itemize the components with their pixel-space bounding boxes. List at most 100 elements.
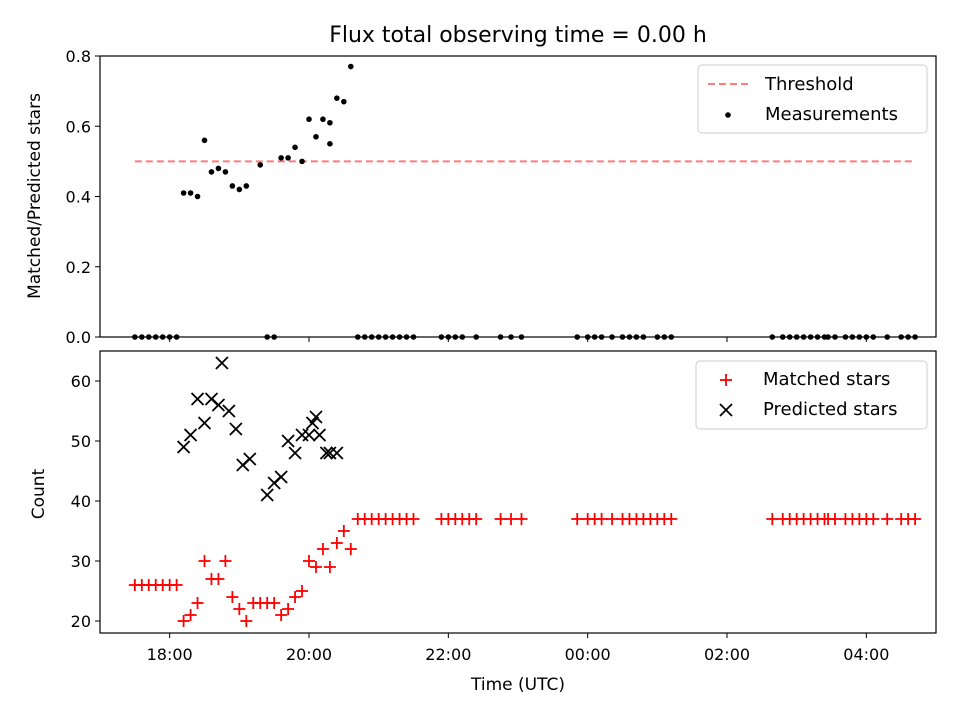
matched-star-point xyxy=(177,615,190,627)
bottom-legend-box xyxy=(695,360,928,430)
measurement-point xyxy=(327,141,333,147)
matched-star-point xyxy=(219,555,232,567)
predicted-star-point xyxy=(211,398,226,412)
x-tick-label: 22:00 xyxy=(425,645,471,664)
matched-star-point xyxy=(198,555,211,567)
matched-star-point xyxy=(316,543,329,555)
measurement-point xyxy=(327,119,333,126)
bottom-panel: 20 30 40 50 60 18:00 20:00 22:00 00:00 02:00 04:00 xyxy=(71,356,922,664)
matched-star-point xyxy=(606,513,619,525)
top-legend: Threshold Measurements xyxy=(697,64,928,134)
matched-star-point xyxy=(344,543,357,555)
measurement-point xyxy=(257,162,264,168)
predicted-star-point xyxy=(260,488,274,502)
matched-star-point xyxy=(881,513,894,525)
bottom-y-axis-label: Count xyxy=(29,468,49,519)
matched-star-point xyxy=(226,591,239,603)
predicted-star-point xyxy=(319,446,334,460)
matched-star-point xyxy=(595,513,608,525)
predicted-star-point xyxy=(197,416,212,430)
matched-star-point xyxy=(275,609,288,621)
x-tick-label: 04:00 xyxy=(843,645,889,664)
matched-star-point xyxy=(515,513,528,525)
top-y-tick-label: 0.0 xyxy=(66,328,91,347)
measurements-legend-swatch xyxy=(725,112,731,118)
matched-star-point xyxy=(909,513,922,525)
matched-star-point xyxy=(494,513,507,525)
x-tick-label: 00:00 xyxy=(565,645,611,664)
bottom-legend: Matched stars Predicted stars xyxy=(695,360,928,430)
predicted-star-point xyxy=(183,428,198,442)
matched-star-point xyxy=(323,561,336,573)
predicted-star-point xyxy=(312,428,327,442)
matched-star-point xyxy=(766,513,779,525)
predicted-star-point xyxy=(309,410,323,424)
matched-star-point xyxy=(330,537,343,549)
measurement-point xyxy=(292,144,298,151)
measurement-point xyxy=(243,183,250,189)
matched-star-point xyxy=(505,513,518,525)
measurement-point xyxy=(341,98,347,105)
top-y-tick-label: 0.6 xyxy=(66,117,91,136)
matched-star-point xyxy=(665,513,678,525)
top-y-tick-label: 0.4 xyxy=(66,188,91,207)
measurement-point xyxy=(285,155,291,161)
matched-star-point xyxy=(289,591,302,603)
threshold-legend-label: Threshold xyxy=(764,74,854,95)
measurement-point xyxy=(236,186,243,193)
matched-legend-label: Matched stars xyxy=(763,369,890,390)
predicted-star-point xyxy=(243,452,257,466)
matched-star-point xyxy=(268,597,281,609)
matched-legend-swatch xyxy=(720,374,732,386)
top-y-tick-label: 0.2 xyxy=(66,258,91,277)
predicted-star-point xyxy=(215,356,229,370)
predicted-star-point xyxy=(330,446,344,460)
x-tick-label: 02:00 xyxy=(704,645,750,664)
matched-star-point xyxy=(240,615,253,627)
matched-star-point xyxy=(867,513,880,525)
predicted-star-point xyxy=(281,434,295,448)
x-tick-label: 20:00 xyxy=(286,645,332,664)
top-legend-box xyxy=(697,64,928,134)
predicted-star-point xyxy=(288,446,302,460)
matched-star-point xyxy=(170,579,183,591)
chart-title: Flux total observing time = 0.00 h xyxy=(329,23,707,48)
measurement-point xyxy=(299,158,305,165)
measurement-point xyxy=(201,137,208,144)
matched-star-point xyxy=(184,609,197,621)
bottom-y-tick-label: 30 xyxy=(71,552,91,571)
measurement-point xyxy=(313,133,319,140)
measurement-point xyxy=(187,190,194,196)
matched-star-point xyxy=(233,603,246,615)
predicted-legend-swatch xyxy=(719,403,733,417)
predicted-star-point xyxy=(176,440,191,454)
measurement-point xyxy=(215,165,222,172)
predicted-star-point xyxy=(190,392,205,406)
measurement-point xyxy=(278,155,284,161)
matched-star-point xyxy=(470,513,483,525)
predicted-legend-label: Predicted stars xyxy=(763,399,897,420)
matched-star-point xyxy=(407,513,420,525)
top-axes-frame xyxy=(99,55,937,338)
measurement-point xyxy=(320,116,326,123)
top-y-tick-label: 0.8 xyxy=(66,47,91,66)
predicted-star-point xyxy=(222,404,236,418)
matched-star-point xyxy=(303,555,315,567)
bottom-y-tick-label: 40 xyxy=(71,492,91,511)
predicted-star-point xyxy=(305,416,320,430)
measurement-point xyxy=(180,190,187,196)
matched-star-point xyxy=(571,513,584,525)
bottom-y-tick-label: 60 xyxy=(71,372,91,391)
matched-star-point xyxy=(337,525,350,537)
top-y-axis-label: Matched/Predicted stars xyxy=(25,93,45,299)
measurement-point xyxy=(194,193,201,200)
predicted-star-point xyxy=(274,470,288,484)
predicted-star-point xyxy=(302,428,316,442)
matched-star-point xyxy=(191,597,204,609)
matched-star-point xyxy=(309,561,322,573)
measurements-legend-label: Measurements xyxy=(765,104,898,125)
measurement-point xyxy=(208,169,215,175)
matched-star-point xyxy=(828,513,841,525)
matched-star-point xyxy=(212,573,225,585)
